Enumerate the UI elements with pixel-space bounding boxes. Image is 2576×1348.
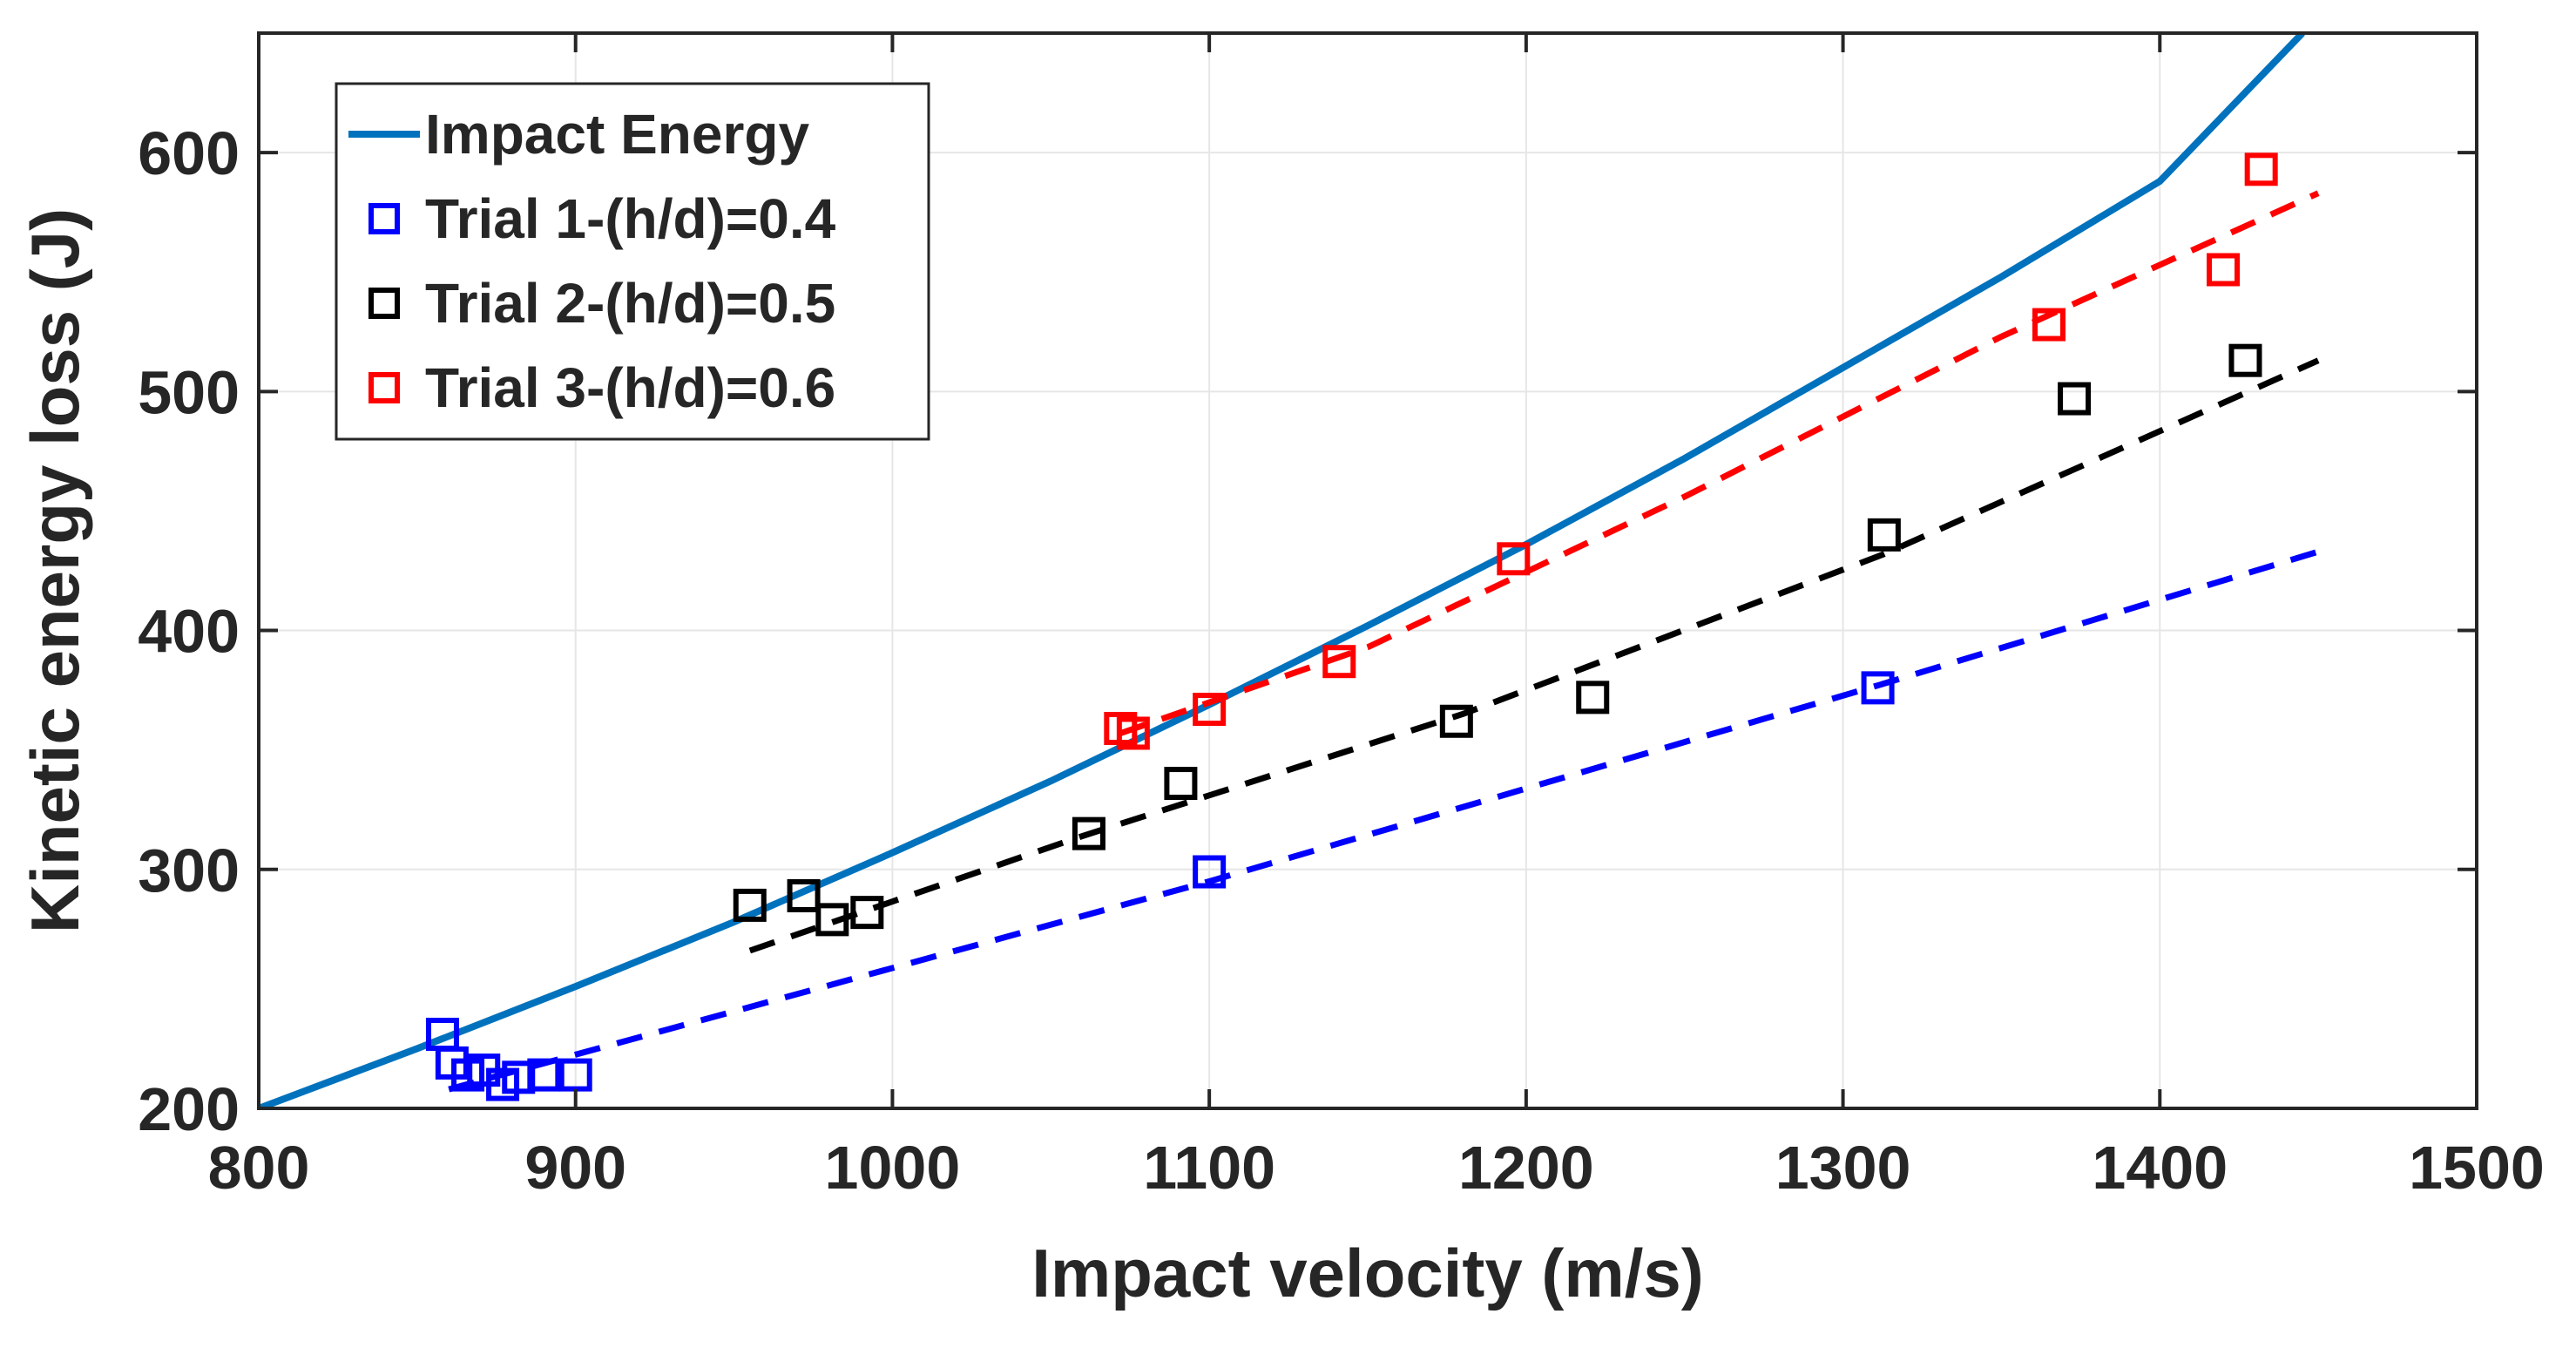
trial-3-point (2032, 308, 2066, 342)
trial-3-point (1322, 645, 1356, 679)
trial-1-point (527, 1058, 561, 1092)
y-tick-label: 300 (138, 837, 240, 904)
x-tick-label: 900 (524, 1134, 626, 1202)
x-tick-label: 1500 (2409, 1134, 2545, 1202)
trial-2-point (2228, 343, 2262, 377)
legend-square-swatch (368, 372, 400, 403)
trial-2-point (815, 903, 849, 937)
trial-2-trend-line (748, 357, 2320, 954)
trial-3-point (1497, 542, 1531, 576)
impact-energy-line (259, 33, 2305, 1108)
x-axis-label: Impact velocity (m/s) (1031, 1235, 1704, 1311)
trial-2-point (2058, 382, 2092, 416)
y-tick-label: 600 (138, 119, 240, 187)
x-tick-label: 1200 (1458, 1134, 1594, 1202)
legend-label: Trial 1-(h/d)=0.4 (425, 187, 836, 250)
legend-label: Impact Energy (425, 103, 809, 166)
trial-1-point (1861, 671, 1895, 705)
legend-square-swatch (368, 203, 400, 234)
x-tick-label: 1100 (1143, 1134, 1275, 1202)
data-layer (259, 33, 2320, 1108)
trial-2-point (1072, 816, 1105, 850)
y-axis-label: Kinetic energy loss (J) (17, 208, 93, 933)
x-tick-label: 1300 (1775, 1134, 1911, 1202)
legend-label: Trial 2-(h/d)=0.5 (425, 272, 835, 335)
trial-3-point (2207, 253, 2241, 287)
legend: Impact Energy Trial 1-(h/d)=0.4 Trial 2-(h… (335, 82, 930, 441)
trial-2-point (1439, 704, 1473, 738)
x-tick-label: 1000 (825, 1134, 961, 1202)
y-tick-label: 500 (138, 358, 240, 426)
plot-frame (257, 31, 2478, 1110)
x-tick-label: 1400 (2092, 1134, 2228, 1202)
tick-layer: 800 900 1000 1100 1200 1300 1400 1500 200 300 400 5… (138, 33, 2545, 1202)
trial-3-point (1193, 693, 1227, 727)
trial-3-trend-line (1119, 190, 2320, 736)
trial-1-trend-line (448, 548, 2320, 1093)
trial-2-point (1164, 767, 1198, 801)
trial-1-point (1193, 855, 1227, 889)
y-tick-label: 400 (138, 598, 240, 666)
trial-3-point (2244, 152, 2278, 186)
trial-1-point (558, 1058, 592, 1092)
x-tick-label: 800 (208, 1134, 310, 1202)
legend-square-swatch (368, 288, 400, 319)
trial-3-point (1116, 716, 1150, 750)
trial-2-point (850, 896, 884, 930)
trial-2-point (1867, 518, 1901, 552)
trial-2-point (787, 878, 821, 912)
legend-label: Trial 3-(h/d)=0.6 (425, 356, 835, 419)
trial-2-point (1576, 681, 1610, 715)
legend-box (335, 82, 930, 441)
trial-2-point (733, 888, 767, 922)
y-tick-label: 200 (138, 1075, 240, 1143)
